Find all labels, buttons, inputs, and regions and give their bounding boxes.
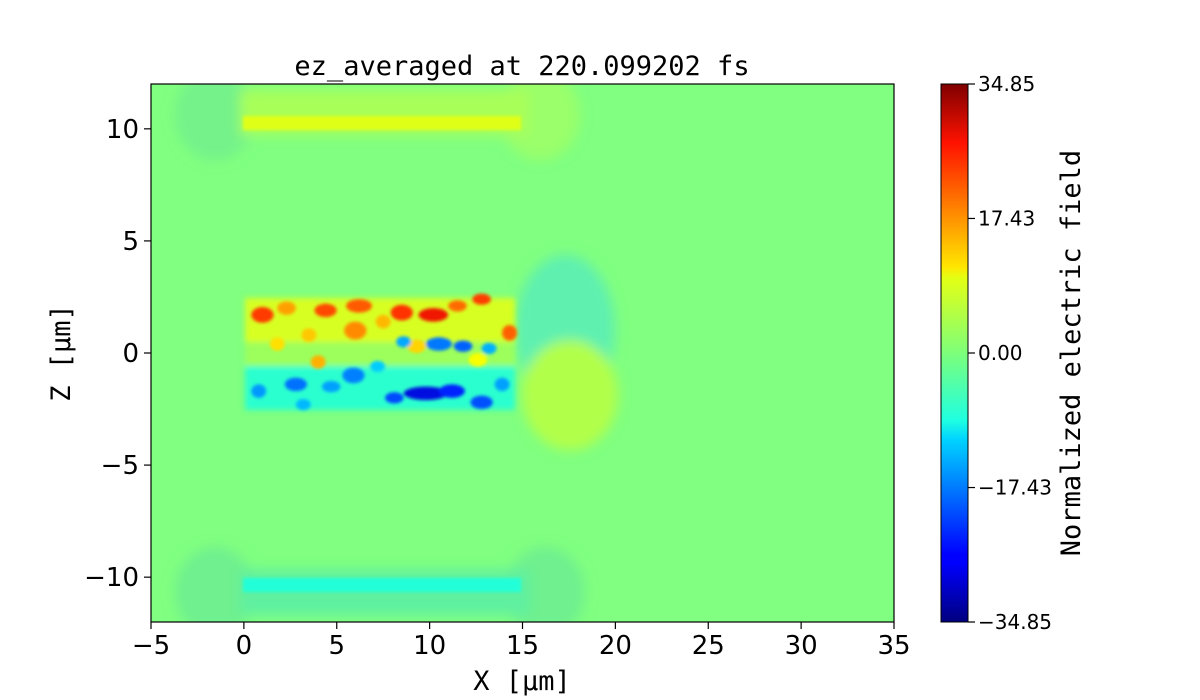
x-tick-label: 15: [506, 631, 539, 661]
field-hotspot: [468, 353, 488, 367]
field-hotspots: [251, 293, 517, 411]
colorbar-ticks: 34.85 17.43 0.00 −17.43 −34.85: [968, 72, 1052, 634]
x-tick-label: 10: [413, 631, 446, 661]
trailing-wake: [515, 255, 618, 450]
field-hotspot: [251, 307, 274, 323]
heatmap-plot-area: [151, 84, 894, 622]
x-tick-label: 25: [692, 631, 725, 661]
colorbar-tick-label: 17.43: [978, 206, 1035, 230]
field-hotspot: [407, 339, 426, 353]
field-hotspot: [301, 328, 317, 342]
colorbar-label: Normalized electric field: [1056, 150, 1087, 556]
field-hotspot: [425, 337, 452, 351]
top-electrode-strip: [243, 116, 521, 130]
colorbar-tick-label: −34.85: [978, 610, 1052, 634]
field-hotspot: [295, 398, 311, 411]
field-hotspot: [438, 384, 465, 398]
field-hotspot: [251, 384, 267, 398]
y-axis-label: Z [μm]: [46, 304, 77, 402]
y-tick-label: −5: [101, 451, 139, 481]
field-hotspot: [472, 293, 491, 305]
x-tick-label: 35: [877, 631, 910, 661]
field-hotspot: [403, 386, 449, 401]
field-hotspot: [418, 308, 449, 322]
field-hotspot: [448, 300, 467, 312]
x-tick-label: 5: [328, 631, 345, 661]
field-hotspot: [284, 377, 308, 392]
y-tick-label: −10: [84, 563, 139, 593]
field-hotspot: [470, 395, 493, 410]
x-tick-label: 0: [236, 631, 253, 661]
colorbar-tick-label: 34.85: [978, 72, 1035, 96]
y-tick-label: 5: [122, 227, 139, 257]
field-hotspot: [385, 392, 404, 404]
field-hotspot: [396, 336, 412, 348]
x-axis-ticks: −5 0 5 10 15 20 25 30 35: [132, 622, 911, 661]
y-axis-ticks: 10 5 0 −5 −10: [84, 115, 151, 593]
field-hotspot: [342, 367, 365, 384]
field-hotspot: [390, 304, 413, 321]
bottom-electrode-halo: [175, 547, 585, 622]
field-hotspot: [494, 377, 510, 392]
field-hotspot: [314, 303, 337, 318]
field-hotspot: [344, 321, 367, 340]
field-hotspot: [502, 324, 517, 341]
bottom-electrode-strip: [243, 578, 521, 592]
field-hotspot: [310, 355, 326, 369]
field-hotspot: [269, 337, 285, 351]
x-tick-label: 20: [599, 631, 632, 661]
field-hotspot: [370, 360, 386, 373]
colorbar-tick-label: 0.00: [978, 341, 1023, 365]
colorbar-tick-label: −17.43: [978, 476, 1052, 500]
y-tick-label: 0: [122, 339, 139, 369]
field-hotspot: [481, 342, 497, 355]
field-hotspot: [346, 299, 373, 313]
y-tick-label: 10: [106, 115, 139, 145]
top-electrode-halo: [175, 84, 580, 160]
field-hotspot: [453, 340, 473, 352]
x-tick-label: 30: [785, 631, 818, 661]
field-hotspot: [375, 314, 391, 329]
colorbar: [940, 83, 969, 623]
chart-title: ez_averaged at 220.099202 fs: [294, 51, 749, 82]
field-hotspot: [321, 381, 341, 393]
x-axis-label: X [μm]: [473, 666, 571, 697]
x-tick-label: −5: [132, 631, 170, 661]
field-hotspot: [277, 301, 296, 315]
